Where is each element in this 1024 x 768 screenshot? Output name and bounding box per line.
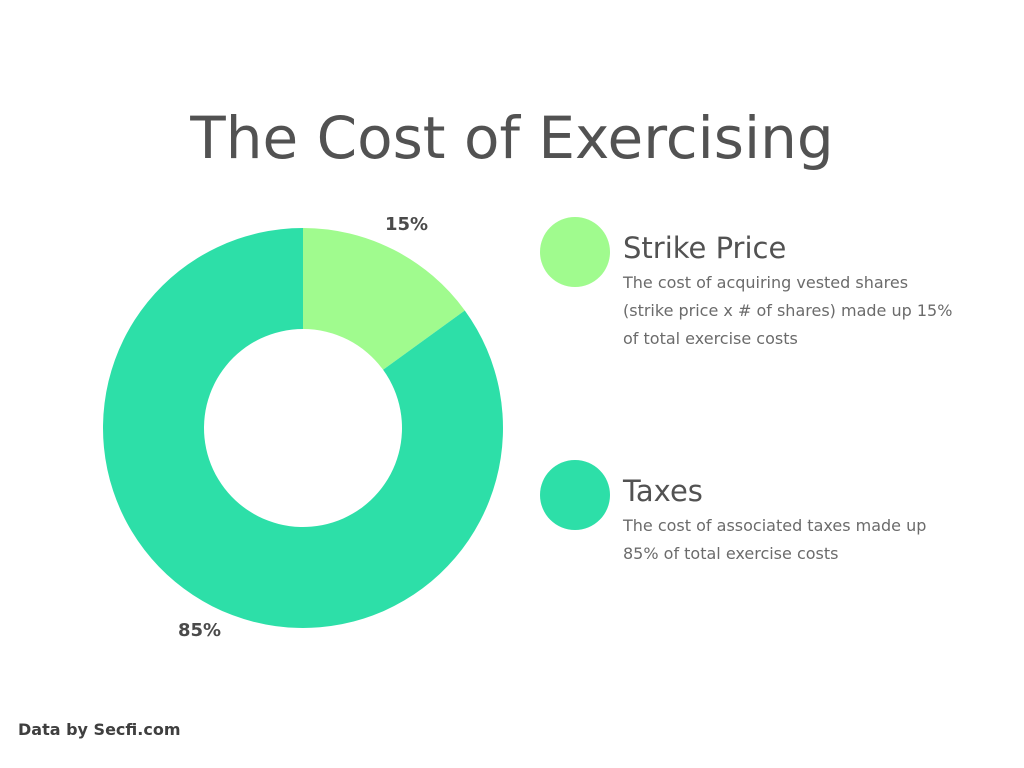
data-label-strike-price: 15% (385, 214, 428, 235)
legend-description-taxes: The cost of associated taxes made up 85%… (623, 516, 927, 563)
legend-swatch-strike-price (540, 217, 610, 287)
data-label-taxes: 85% (178, 620, 221, 641)
donut-slices (102, 228, 503, 628)
chart-title: The Cost of Exercising (190, 104, 834, 172)
legend-label-strike-price: Strike Price (623, 231, 787, 265)
legend-description-strike-price: The cost of acquiring vested shares (str… (623, 273, 953, 348)
donut-slice-taxes (102, 228, 503, 628)
legend-swatch-taxes (540, 460, 610, 530)
donut-slice-strike-price (303, 228, 465, 370)
donut-labels: 15% 85% (178, 214, 428, 641)
source-credit: Data by Secfi.com (18, 720, 181, 739)
legend-label-taxes: Taxes (623, 474, 703, 508)
